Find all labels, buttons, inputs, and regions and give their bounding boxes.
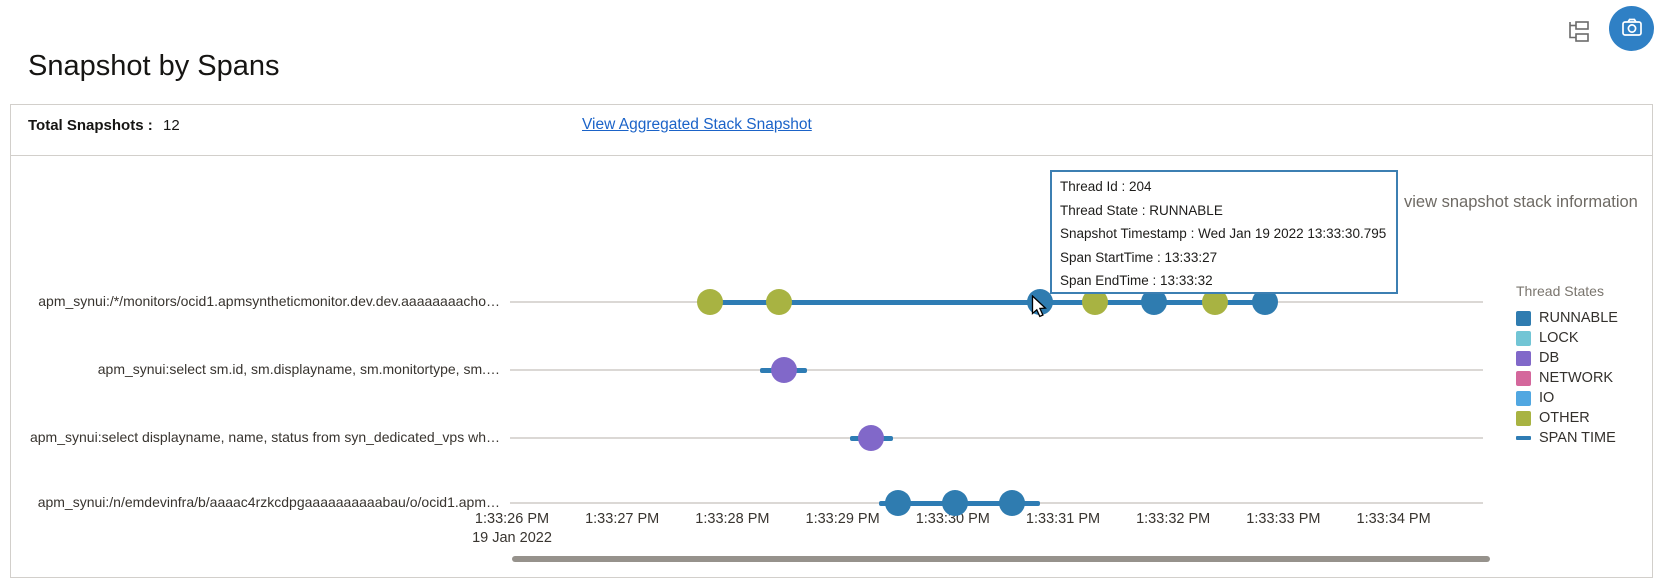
row-baseline bbox=[510, 369, 1483, 371]
legend-item-label: DB bbox=[1539, 350, 1560, 366]
legend-color-swatch bbox=[1516, 330, 1531, 346]
x-axis-tick-label: 1:33:34 PM bbox=[1356, 511, 1431, 527]
legend-color-swatch bbox=[1516, 370, 1531, 386]
legend-item-span-time[interactable]: SPAN TIME bbox=[1516, 428, 1618, 448]
x-axis-tick-label: 1:33:27 PM bbox=[585, 511, 660, 527]
x-axis-tick-label: 1:33:29 PM bbox=[805, 511, 880, 527]
tooltip-line: Snapshot Timestamp : Wed Jan 19 2022 13:… bbox=[1060, 226, 1387, 241]
legend-item-label: NETWORK bbox=[1539, 370, 1614, 386]
legend-item-label: OTHER bbox=[1539, 410, 1590, 426]
horizontal-scrollbar[interactable] bbox=[512, 556, 1490, 562]
x-axis-tick-label: 1:33:32 PM bbox=[1136, 511, 1211, 527]
x-axis-tick-label: 1:33:33 PM bbox=[1246, 511, 1321, 527]
snapshot-dot[interactable] bbox=[858, 425, 885, 451]
x-axis-tick-label: 1:33:28 PM bbox=[695, 511, 770, 527]
legend-color-swatch bbox=[1516, 310, 1531, 326]
snapshot-dot[interactable] bbox=[999, 490, 1026, 516]
panel-header-divider bbox=[10, 155, 1653, 156]
snapshot-tooltip: Thread Id : 204 Thread State : RUNNABLE Sn… bbox=[1050, 170, 1398, 294]
row-baseline bbox=[510, 437, 1483, 439]
x-axis-date-label: 19 Jan 2022 bbox=[472, 530, 552, 546]
legend-title: Thread States bbox=[1516, 283, 1604, 299]
x-axis-tick-label: 1:33:31 PM bbox=[1025, 511, 1101, 527]
camera-icon bbox=[1620, 15, 1644, 42]
span-label: apm_synui:select sm.id, sm.displayname, … bbox=[97, 361, 500, 377]
snapshot-dot[interactable] bbox=[697, 289, 724, 315]
tooltip-line: Span EndTime : 13:33:32 bbox=[1060, 273, 1213, 288]
tooltip-line: Thread State : RUNNABLE bbox=[1060, 202, 1223, 218]
legend-line-marker bbox=[1516, 436, 1531, 440]
x-axis-tick-label: 1:33:30 PM bbox=[915, 511, 990, 527]
span-label: apm_synui:/*/monitors/ocid1.apmsynthetic… bbox=[38, 293, 500, 309]
x-axis-tick-label: 1:33:26 PM bbox=[474, 511, 550, 527]
legend-color-swatch bbox=[1516, 390, 1531, 406]
legend-item-io[interactable]: IO bbox=[1516, 388, 1618, 408]
legend-item-label: SPAN TIME bbox=[1539, 430, 1616, 446]
total-snapshots-label: Total Snapshots : bbox=[28, 117, 153, 134]
snapshot-dot[interactable] bbox=[771, 357, 798, 383]
total-snapshots-value: 12 bbox=[163, 117, 180, 134]
snapshot-dot[interactable] bbox=[942, 490, 968, 516]
tooltip-line: Span StartTime : 13:33:27 bbox=[1060, 249, 1218, 265]
legend-item-runnable[interactable]: RUNNABLE bbox=[1516, 308, 1618, 328]
legend-item-lock[interactable]: LOCK bbox=[1516, 328, 1618, 348]
legend-item-network[interactable]: NETWORK bbox=[1516, 368, 1618, 388]
span-time-line bbox=[708, 300, 1267, 305]
thread-states-legend: Thread States RUNNABLE LOCK DB NETWORK IO OTH… bbox=[1516, 283, 1618, 448]
snapshot-dot[interactable] bbox=[884, 490, 911, 516]
legend-item-label: IO bbox=[1539, 390, 1555, 406]
legend-item-label: RUNNABLE bbox=[1539, 310, 1618, 326]
legend-color-swatch bbox=[1516, 410, 1531, 426]
view-aggregated-stack-snapshot-link[interactable]: View Aggregated Stack Snapshot bbox=[582, 116, 812, 133]
tooltip-line: Thread Id : 204 bbox=[1060, 179, 1152, 194]
mouse-cursor bbox=[1031, 295, 1047, 318]
snapshot-hint-text: view snapshot stack information bbox=[1404, 193, 1638, 211]
span-label: apm_synui:/n/emdevinfra/b/aaaac4rzkcdpga… bbox=[37, 494, 500, 510]
legend-item-label: LOCK bbox=[1539, 330, 1579, 346]
page-title: Snapshot by Spans bbox=[28, 50, 280, 82]
camera-snapshot-button[interactable] bbox=[1609, 6, 1654, 51]
span-tree-icon[interactable] bbox=[1566, 18, 1592, 44]
snapshot-dot[interactable] bbox=[765, 289, 792, 315]
legend-item-other[interactable]: OTHER bbox=[1516, 408, 1618, 428]
legend-color-swatch bbox=[1516, 350, 1531, 366]
legend-item-db[interactable]: DB bbox=[1516, 348, 1618, 368]
span-label: apm_synui:select displayname, name, stat… bbox=[29, 429, 500, 445]
